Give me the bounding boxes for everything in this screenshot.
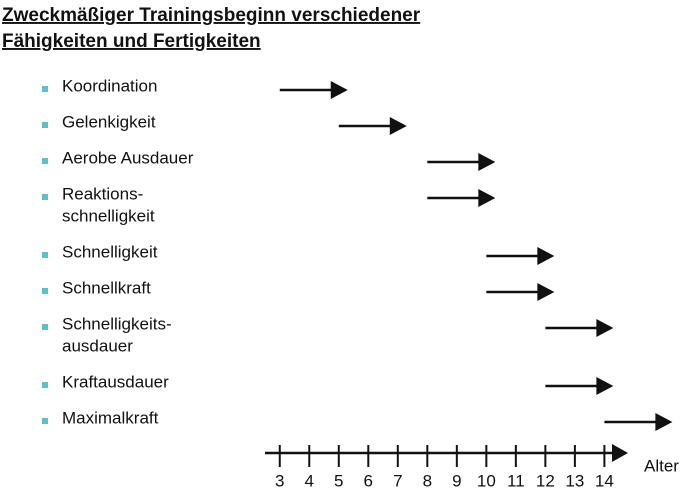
bullet bbox=[42, 252, 48, 258]
arrow-head bbox=[389, 117, 407, 135]
row-label: Aerobe Ausdauer bbox=[62, 148, 194, 167]
x-tick-label: 4 bbox=[305, 471, 314, 490]
bullet bbox=[42, 194, 48, 200]
x-axis-arrow bbox=[612, 444, 628, 462]
bullet bbox=[42, 288, 48, 294]
x-tick-label: 10 bbox=[477, 471, 496, 490]
row-label: Schnellkraft bbox=[62, 278, 151, 297]
x-tick-label: 5 bbox=[334, 471, 343, 490]
x-tick-label: 14 bbox=[595, 471, 614, 490]
arrow-head bbox=[537, 247, 555, 265]
arrow-head bbox=[596, 377, 614, 395]
arrow-head bbox=[655, 413, 673, 431]
arrow bbox=[427, 153, 496, 171]
bullet bbox=[42, 324, 48, 330]
x-tick-label: 6 bbox=[364, 471, 373, 490]
row-label: schnelligkeit bbox=[62, 206, 155, 225]
bullet bbox=[42, 418, 48, 424]
arrow bbox=[486, 283, 555, 301]
arrow bbox=[486, 247, 555, 265]
row-label: Schnelligkeit bbox=[62, 242, 158, 261]
arrow bbox=[604, 413, 673, 431]
x-tick-label: 13 bbox=[565, 471, 584, 490]
arrow-head bbox=[537, 283, 555, 301]
x-tick-label: 7 bbox=[393, 471, 402, 490]
bullet bbox=[42, 382, 48, 388]
x-tick-label: 12 bbox=[536, 471, 555, 490]
row-label: Schnelligkeits- bbox=[62, 314, 172, 333]
x-tick-label: 11 bbox=[507, 471, 525, 490]
row-label: Gelenkigkeit bbox=[62, 112, 156, 131]
arrow-head bbox=[330, 81, 348, 99]
arrow bbox=[338, 117, 407, 135]
arrow-head bbox=[478, 189, 496, 207]
row-label: Reaktions- bbox=[62, 184, 143, 203]
arrow bbox=[427, 189, 496, 207]
arrow-head bbox=[596, 319, 614, 337]
arrow bbox=[279, 81, 348, 99]
row-label: Koordination bbox=[62, 76, 157, 95]
bullet bbox=[42, 122, 48, 128]
title-line: Zweckmäßiger Trainingsbeginn verschieden… bbox=[2, 5, 421, 26]
arrow bbox=[545, 377, 614, 395]
row-label: ausdauer bbox=[62, 336, 133, 355]
bullet bbox=[42, 86, 48, 92]
x-tick-label: 3 bbox=[275, 471, 284, 490]
arrow bbox=[545, 319, 614, 337]
bullet bbox=[42, 158, 48, 164]
x-tick-label: 9 bbox=[452, 471, 461, 490]
arrow-head bbox=[478, 153, 496, 171]
x-tick-label: 8 bbox=[423, 471, 432, 490]
x-axis-label: Alter bbox=[644, 456, 679, 475]
row-label: Maximalkraft bbox=[62, 408, 159, 427]
title-line: Fähigkeiten und Fertigkeiten bbox=[2, 31, 261, 52]
row-label: Kraftausdauer bbox=[62, 372, 169, 391]
